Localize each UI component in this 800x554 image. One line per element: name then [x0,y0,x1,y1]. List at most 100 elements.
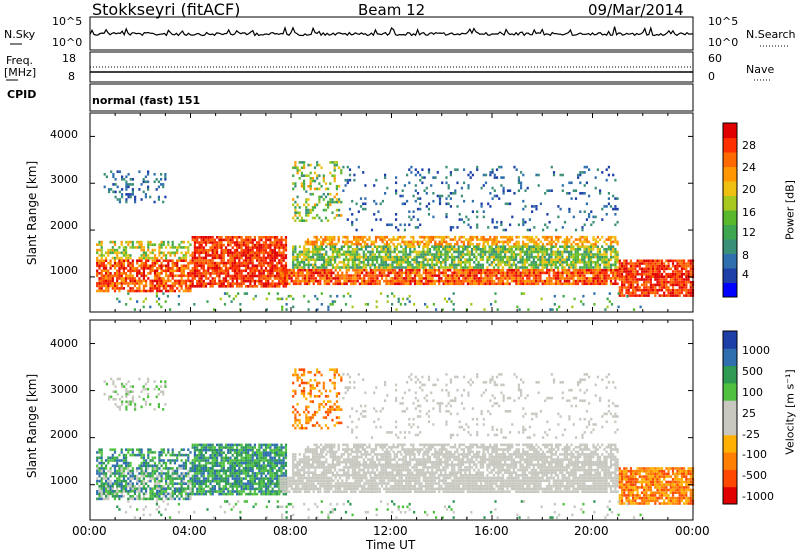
power-cell [155,292,158,295]
power-cell [129,269,132,273]
power-cell [515,268,518,272]
velocity-cell [127,482,130,485]
power-cell [247,251,250,255]
power-cell [280,264,283,267]
power-cell [440,253,443,256]
power-cell [561,184,564,187]
power-cell [416,279,419,283]
power-cell [378,268,381,272]
power-cell [345,268,348,272]
power-cell [432,199,435,203]
power-cell [173,274,176,278]
power-cell [352,282,355,286]
power-cell [236,279,239,283]
power-cell [193,274,196,278]
power-cell [427,274,430,277]
power-cell [537,184,540,187]
power-ytick-3000: 3000 [50,173,78,186]
power-cell [303,174,306,177]
velocity-cell [116,469,119,473]
power-cell [116,279,119,283]
power-cell [463,168,466,171]
power-cell [350,279,353,283]
power-cell [324,240,327,244]
velocity-cell [131,490,134,493]
power-cell [490,303,493,306]
power-cell [319,279,322,283]
power-cell [147,185,150,189]
power-cell [269,248,272,252]
power-cell [125,274,128,278]
power-cell [353,250,357,254]
power-cell [299,279,302,283]
power-cell [687,272,690,276]
power-cell [276,264,279,267]
power-cell [616,271,619,275]
power-cell [303,274,306,277]
power-cell [421,181,424,185]
power-cell [267,264,270,267]
power-cell [236,272,239,275]
power-cell [224,266,228,270]
power-cell [510,263,513,267]
velocity-cell [122,495,125,498]
power-cell [533,240,536,244]
power-cell [530,235,534,239]
power-cell [227,254,230,257]
power-cell [391,255,394,259]
power-cell [543,279,546,283]
power-cell [396,235,400,239]
power-cell [444,253,447,256]
power-cell [356,277,359,280]
power-cell [142,190,145,194]
power-cell [200,259,203,262]
power-cell [107,277,110,280]
power-cell [211,256,214,260]
power-cell [269,236,272,239]
power-cell [292,268,295,272]
power-cell [331,303,334,306]
power-cell [554,277,558,280]
power-cell [678,272,681,276]
power-cell [320,263,323,267]
power-cell [462,245,465,248]
power-cell [240,236,243,239]
power-cell [535,282,538,286]
power-cell [576,255,579,259]
power-cell [581,192,584,195]
power-cell [477,263,480,267]
power-cell [482,271,485,275]
power-cell [346,235,349,239]
velocity-cell [147,474,150,478]
power-cell [546,279,549,283]
power-cell [391,303,394,306]
power-cell [131,289,134,293]
power-cell [398,271,401,275]
power-cell [369,271,372,275]
power-cell [328,240,331,244]
power-cell [460,218,463,221]
power-cell [451,274,454,277]
power-cell [460,240,463,244]
power-cell [362,171,365,174]
power-cell [570,263,573,267]
power-cell [402,261,405,264]
power-cell [140,261,143,265]
velocity-cell [140,487,143,490]
power-cell [322,192,325,196]
power-cell [431,279,434,283]
power-cell [307,253,310,256]
power-cell [501,248,504,251]
power-cell [269,264,272,267]
power-cell [294,263,297,267]
power-cell [316,308,319,311]
power-cell [440,271,443,275]
velocity-cell [96,467,99,470]
power-cell [129,256,132,260]
power-cell [368,238,371,241]
power-cell [242,261,245,265]
power-cell [435,279,439,283]
power-cell [184,284,188,288]
power-cell [333,238,336,241]
power-cell [300,219,303,222]
